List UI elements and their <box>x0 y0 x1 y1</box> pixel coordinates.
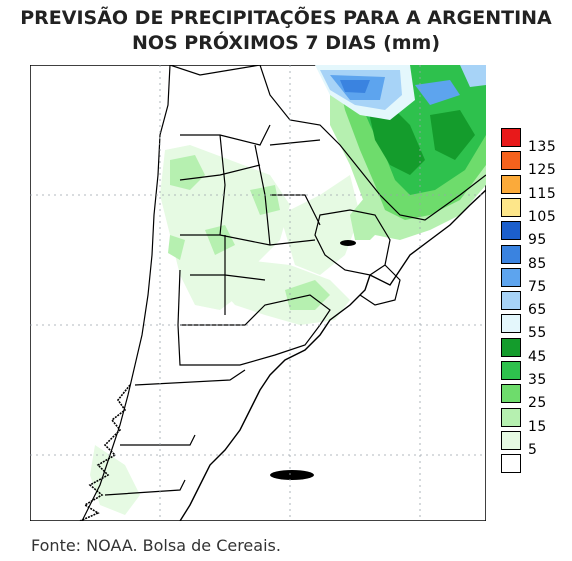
legend-label: 85 <box>528 255 547 272</box>
rain-northeast-field <box>315 65 486 240</box>
legend-label: 5 <box>528 441 538 458</box>
legend-level: 135 <box>501 128 561 155</box>
legend-level: 5 <box>501 430 561 458</box>
legend-label: 105 <box>528 208 557 225</box>
legend-swatch <box>501 337 521 357</box>
legend-level: 45 <box>501 337 561 365</box>
legend-swatch <box>501 454 521 474</box>
legend-level: 55 <box>501 314 561 341</box>
legend-level: 15 <box>501 407 561 435</box>
legend-level: 125 <box>501 151 561 178</box>
legend-label: 135 <box>528 139 557 155</box>
legend-swatch <box>501 128 521 147</box>
legend-label: 95 <box>528 232 547 249</box>
legend-level: 95 <box>501 221 561 248</box>
legend-swatch <box>501 314 521 334</box>
lakes <box>270 240 356 480</box>
legend-label: 15 <box>528 418 547 435</box>
legend-swatch <box>501 267 521 287</box>
coastline <box>179 189 486 521</box>
source-credit: Fonte: NOAA. Bolsa de Cereais. <box>31 536 281 555</box>
chilean-fjords <box>79 384 131 521</box>
boundary-lines <box>81 65 486 521</box>
precipitation-map <box>30 65 486 521</box>
legend-swatch <box>501 361 521 380</box>
legend-swatch <box>501 430 521 450</box>
map-title-line-2: NOS PRÓXIMOS 7 DIAS (mm) <box>131 32 441 54</box>
map-title-line-1: PREVISÃO DE PRECIPITAÇÕES PARA A ARGENTI… <box>20 7 552 29</box>
legend-level: 115 <box>501 174 561 202</box>
legend-swatch <box>501 151 521 171</box>
legend-level: 105 <box>501 197 561 225</box>
legend-level: 65 <box>501 291 561 318</box>
legend-swatch <box>501 197 521 217</box>
legend-swatch <box>501 291 521 311</box>
legend-swatch <box>501 174 521 194</box>
legend-label: 75 <box>528 278 547 295</box>
map-title: PREVISÃO DE PRECIPITAÇÕES PARA A ARGENTI… <box>0 6 572 56</box>
legend-swatch <box>501 407 521 427</box>
legend-swatch <box>501 244 521 264</box>
legend-level: 25 <box>501 384 561 411</box>
map-canvas <box>30 65 486 521</box>
legend-swatch <box>501 384 521 404</box>
graticule <box>30 65 486 521</box>
legend-label: 45 <box>528 348 547 365</box>
legend-swatch <box>501 221 521 241</box>
legend-level: 35 <box>501 361 561 388</box>
legend-label: 35 <box>528 372 547 388</box>
legend-level <box>501 454 561 474</box>
legend-label: 55 <box>528 325 547 342</box>
legend-level: 75 <box>501 267 561 295</box>
legend-label: 125 <box>528 162 557 179</box>
legend-label: 65 <box>528 302 547 319</box>
legend-label: 115 <box>528 185 557 202</box>
legend-label: 25 <box>528 395 547 412</box>
legend-level: 85 <box>501 244 561 272</box>
